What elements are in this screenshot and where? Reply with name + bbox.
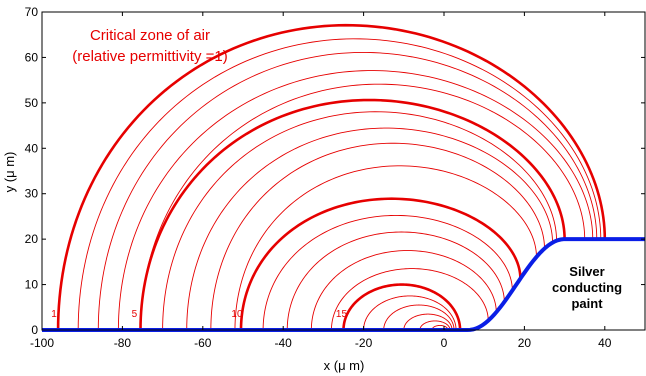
y-tick-label: 60 <box>25 50 39 64</box>
x-tick-label: -100 <box>30 336 54 350</box>
x-tick-label: 40 <box>598 336 612 350</box>
y-tick-label: 30 <box>25 187 39 201</box>
contour-line-8 <box>186 127 553 331</box>
contour-line-3 <box>97 51 598 331</box>
zone-annotation-line1: Critical zone of air <box>90 27 210 44</box>
x-tick-label: -80 <box>114 336 132 350</box>
plot-area: 1 5 10 15 <box>51 23 607 331</box>
x-tick-label: -40 <box>275 336 293 350</box>
contour-line-1 <box>56 23 607 331</box>
contour-label-15: 15 <box>336 309 348 320</box>
contour-line-19 <box>403 313 453 331</box>
annotations: Critical zone of air (relative permittiv… <box>2 27 622 373</box>
y-tick-label: 0 <box>31 323 38 337</box>
y-axis-label: y (μ m) <box>2 152 17 193</box>
contour-line-16 <box>342 283 462 331</box>
y-tick-label: 20 <box>25 232 39 246</box>
contour-line-10 <box>234 165 537 331</box>
contour-label-1: 1 <box>51 309 57 320</box>
contour-line-13 <box>286 231 505 331</box>
contour-line-2 <box>77 38 602 331</box>
paint-annotation-line3: paint <box>571 296 603 311</box>
y-tick-label: 50 <box>25 96 39 110</box>
zone-annotation-line2: (relative permittivity =1) <box>72 48 227 65</box>
x-axis-label: x (μ m) <box>324 358 365 373</box>
contour-line-17 <box>363 295 457 331</box>
contour-label-10: 10 <box>231 309 243 320</box>
contour-line-15 <box>330 268 489 331</box>
axes: -100 -80 -60 -40 -20 0 20 40 0 10 20 30 40 50 60 70 <box>25 5 646 350</box>
contour-line-9 <box>210 142 545 331</box>
paint-annotation-line2: conducting <box>552 280 622 295</box>
contour-line-12 <box>262 214 513 331</box>
x-tick-label: -20 <box>355 336 373 350</box>
contour-line-11 <box>239 197 522 331</box>
contour-line-20 <box>419 320 451 331</box>
x-tick-label: 20 <box>518 336 532 350</box>
paint-annotation-line1: Silver <box>569 264 604 279</box>
contour-label-5: 5 <box>132 309 138 320</box>
contour-line-14 <box>310 250 497 331</box>
contour-line-5 <box>140 83 586 331</box>
contour-line-4 <box>117 70 594 331</box>
contour-line-18 <box>383 304 455 331</box>
contour-line-21 <box>431 325 449 330</box>
y-tick-label: 10 <box>25 278 39 292</box>
x-tick-label: -60 <box>194 336 212 350</box>
contour-line-7 <box>162 111 558 331</box>
x-tick-label: 0 <box>441 336 448 350</box>
y-tick-label: 40 <box>25 141 39 155</box>
y-tick-label: 70 <box>25 5 39 19</box>
contour-line-6 <box>139 98 566 331</box>
plot-frame <box>41 11 646 331</box>
